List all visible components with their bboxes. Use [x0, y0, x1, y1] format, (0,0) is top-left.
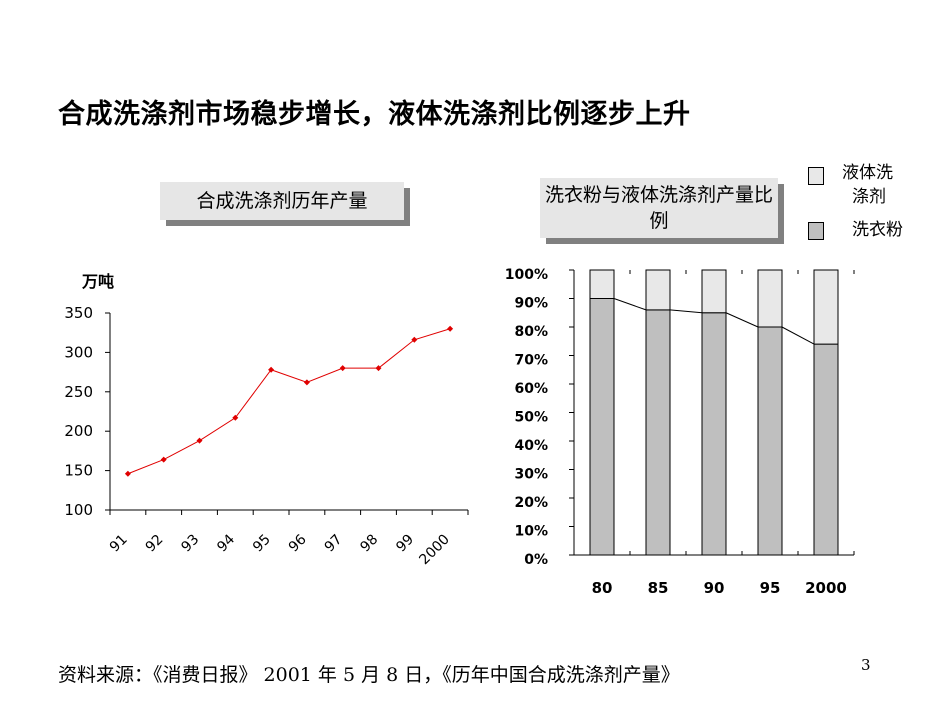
- line-y-tick-label: 350: [64, 304, 93, 322]
- bar-chart-title: 洗衣粉与液体洗涤剂产量比例: [540, 178, 778, 238]
- bar-y-tick-label: 30%: [514, 467, 548, 483]
- bar-y-tick-label: 10%: [514, 524, 548, 540]
- bar-y-tick-label: 80%: [514, 324, 548, 340]
- line-point: [232, 414, 239, 421]
- bar-segment-powder: [645, 309, 671, 556]
- line-chart-y-unit: 万吨: [81, 272, 114, 291]
- line-series: [127, 328, 451, 475]
- source-note: 资料来源：《消费日报》 2001 年 5 月 8 日，《历年中国合成洗涤剂产量》: [58, 664, 680, 686]
- page-number: 3: [861, 656, 871, 674]
- bar-segment-powder: [589, 298, 615, 556]
- line-y-tick-label: 250: [64, 383, 93, 401]
- line-x-tick-label: 98: [357, 532, 381, 556]
- line-point: [124, 470, 131, 477]
- line-x-tick-label: 94: [214, 531, 238, 555]
- legend-label-liquid-2: 涤剂: [852, 187, 886, 207]
- line-y-tick-label: 150: [64, 462, 93, 480]
- bar-y-tick-label: 70%: [514, 353, 548, 369]
- line-x-tick-label: 95: [250, 532, 274, 556]
- line-point: [447, 325, 454, 332]
- line-x-tick-label: 92: [143, 532, 167, 556]
- line-x-tick-label: 2000: [416, 532, 453, 569]
- bar-segment-powder: [757, 326, 783, 556]
- bar-y-tick-label: 0%: [524, 552, 548, 568]
- line-chart-title: 合成洗涤剂历年产量: [160, 182, 404, 220]
- bar-x-tick-label: 2000: [805, 579, 847, 597]
- bar-x-tick-label: 85: [648, 579, 669, 597]
- page-title: 合成洗涤剂市场稳步增长，液体洗涤剂比例逐步上升: [58, 99, 691, 130]
- line-point: [375, 365, 382, 372]
- line-point: [268, 366, 275, 373]
- line-x-tick-label: 91: [107, 532, 131, 556]
- line-point: [303, 379, 310, 386]
- bar-segment-liquid: [757, 269, 783, 328]
- bar-y-tick-label: 100%: [505, 267, 548, 283]
- line-y-tick-label: 200: [64, 422, 93, 440]
- line-point: [339, 365, 346, 372]
- bar-segment-powder: [701, 312, 727, 556]
- bar-connector-line: [669, 309, 703, 314]
- bar-segment-liquid: [589, 269, 615, 299]
- line-x-tick-label: 96: [286, 531, 310, 555]
- bar-y-tick-label: 20%: [514, 495, 548, 511]
- line-point: [411, 336, 418, 343]
- bar-y-tick-label: 50%: [514, 410, 548, 426]
- bar-y-tick-label: 40%: [514, 438, 548, 454]
- bar-segment-liquid: [645, 269, 671, 311]
- bar-x-tick-label: 90: [704, 579, 725, 597]
- line-chart: 万吨 100 150 200 250 300 350 91 92 93 94 95 96 97 98 99 2…: [64, 272, 469, 569]
- bar-segment-liquid: [813, 269, 839, 345]
- legend-label-liquid-1: 液体洗: [842, 163, 893, 183]
- legend-swatch-powder: [808, 222, 824, 240]
- bar-y-tick-label: 60%: [514, 381, 548, 397]
- bar-segment-liquid: [701, 269, 727, 314]
- bar-x-tick-label: 80: [592, 579, 613, 597]
- line-x-tick-label: 93: [178, 532, 202, 556]
- line-x-tick-label: 99: [393, 532, 417, 556]
- legend-label-powder: 洗衣粉: [852, 220, 903, 240]
- bar-connector-line: [781, 326, 815, 345]
- bar-x-tick-label: 95: [760, 579, 781, 597]
- legend-swatch-liquid: [808, 167, 824, 185]
- line-x-tick-label: 97: [322, 532, 346, 556]
- bar-connector-line: [613, 298, 647, 311]
- line-y-tick-label: 300: [64, 343, 93, 361]
- line-y-tick-label: 100: [64, 501, 93, 519]
- bar-connector-line: [725, 312, 759, 328]
- line-point: [160, 456, 167, 463]
- line-point: [196, 437, 203, 444]
- bar-y-tick-label: 90%: [514, 296, 548, 312]
- bar-segment-powder: [813, 343, 839, 556]
- stacked-bar-chart: 0% 10% 20% 30% 40% 50% 60% 70% 80% 90% 100% 80 85 90 9…: [505, 267, 855, 597]
